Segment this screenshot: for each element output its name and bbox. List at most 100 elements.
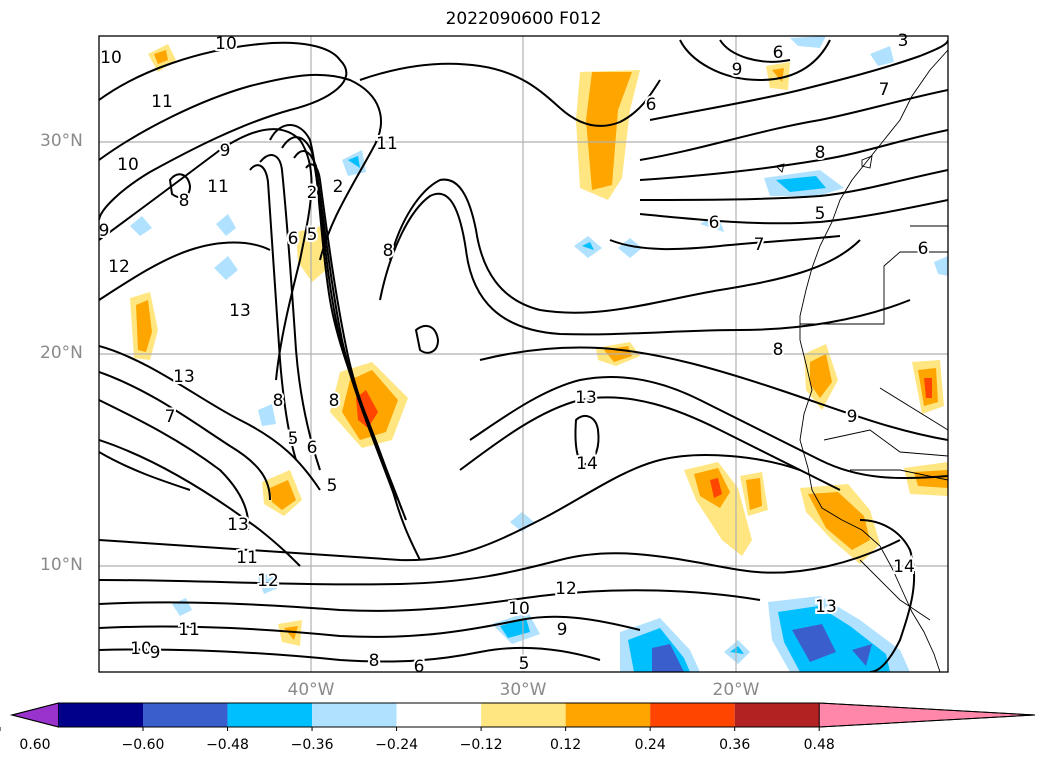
contour-label: 2: [333, 177, 344, 197]
contour-label: 6: [709, 213, 720, 233]
colorbar-outline: [10, 702, 1036, 728]
colorbar-extend-high: [818, 702, 1036, 728]
contour-label: 10: [215, 34, 237, 54]
contour-line: [719, 39, 791, 63]
contour-label: 5: [288, 429, 299, 449]
colorbar-tick-label: 0.24: [634, 737, 666, 753]
shade-blob: [586, 72, 632, 190]
contour-line: [639, 89, 948, 161]
contour-line: [281, 136, 397, 501]
colorbar-segment: [565, 703, 651, 727]
contour-line: [479, 346, 948, 441]
contour-line: [649, 39, 948, 121]
contour-label: 8: [815, 143, 826, 163]
contour-label: 6: [307, 438, 318, 458]
chart-title: 2022090600 F012: [445, 9, 602, 29]
contour-line: [639, 129, 948, 181]
contour-label: 12: [555, 579, 577, 599]
contour-label: 5: [815, 204, 826, 224]
contour-label: 9: [732, 60, 743, 80]
map-frame: [98, 35, 949, 673]
shade-blob: [790, 36, 826, 48]
contour-line: [305, 163, 407, 521]
contour-line: [269, 124, 421, 561]
colorbar-tick-label: 0.48: [803, 737, 835, 753]
contour-label: 10: [508, 599, 530, 619]
coastlines: [775, 49, 948, 672]
contour-line: [639, 199, 948, 225]
contour-line: [99, 241, 271, 301]
shade-blob: [216, 214, 236, 236]
shade-blob: [808, 492, 870, 550]
shade-blob: [214, 256, 238, 280]
shade-blob: [710, 478, 722, 498]
shade-blob: [356, 390, 378, 428]
contour-line: [379, 192, 911, 336]
contour-label: 11: [151, 92, 173, 112]
contour-line: [574, 414, 600, 466]
shade-blob: [270, 480, 296, 510]
island: [861, 155, 873, 169]
contour-label: 8: [273, 391, 284, 411]
contour-line: [99, 399, 250, 531]
contour-label: 2: [307, 183, 318, 203]
contour-label: 7: [879, 80, 890, 100]
contour-label: 9: [557, 620, 568, 640]
contour-label: 6: [288, 229, 299, 249]
contour-label: 13: [173, 367, 195, 387]
contour-label: 11: [178, 620, 200, 640]
contour-line: [99, 128, 313, 381]
colorbar-tick-label: 0.12: [550, 737, 582, 753]
colorbar-tick-label: −0.36: [290, 737, 334, 753]
shade-blob: [792, 624, 836, 662]
contour-line: [99, 615, 641, 638]
contour-label: 11: [236, 548, 258, 568]
contour-label: 7: [754, 235, 765, 255]
contour-label: 13: [575, 388, 597, 408]
contour-label: 13: [229, 301, 251, 321]
contour-label: 8: [383, 241, 394, 261]
contour-label: 13: [227, 515, 249, 535]
contour-label: 13: [815, 597, 837, 617]
contour-line: [359, 62, 661, 127]
contour-line: [99, 345, 321, 491]
lon-label-40w: 40°W: [287, 680, 335, 700]
island: [775, 163, 785, 173]
contour-label: 14: [576, 454, 598, 474]
contour-line: [415, 324, 439, 354]
contour-lines: [99, 39, 948, 672]
shade-blob: [258, 404, 276, 426]
contour-line: [99, 589, 761, 612]
contour-line: [259, 154, 321, 471]
shade-blob: [582, 242, 594, 250]
contour-label: 8: [329, 391, 340, 411]
contour-label: 11: [207, 177, 229, 197]
contour-label: 8: [369, 651, 380, 671]
lon-label-20w: 20°W: [712, 680, 760, 700]
contour-label: 6: [918, 239, 929, 259]
lon-label-30w: 30°W: [499, 680, 547, 700]
colorbar-segment: [143, 703, 228, 727]
contour-line: [99, 73, 382, 261]
lat-label-20n: 20°N: [40, 343, 83, 363]
shade-blob: [700, 214, 724, 232]
contour-line: [99, 371, 271, 501]
contour-label: 8: [179, 191, 190, 211]
contour-label: 5: [307, 225, 318, 245]
shade-blob: [776, 176, 826, 192]
contour-line: [859, 519, 916, 672]
contour-label: 6: [773, 43, 784, 63]
contour-line: [389, 178, 861, 314]
contour-label: 10: [100, 48, 122, 68]
colorbar-segment: [650, 703, 735, 727]
shade-blob: [810, 354, 832, 398]
shade-blob: [746, 478, 762, 510]
shade-blob: [934, 256, 948, 276]
shade-blob: [136, 300, 152, 352]
contour-label: 10: [130, 639, 152, 659]
shade-blob: [852, 644, 872, 666]
colorbar-segment: [396, 703, 482, 727]
colorbar-tick-label: 0.36: [719, 737, 751, 753]
